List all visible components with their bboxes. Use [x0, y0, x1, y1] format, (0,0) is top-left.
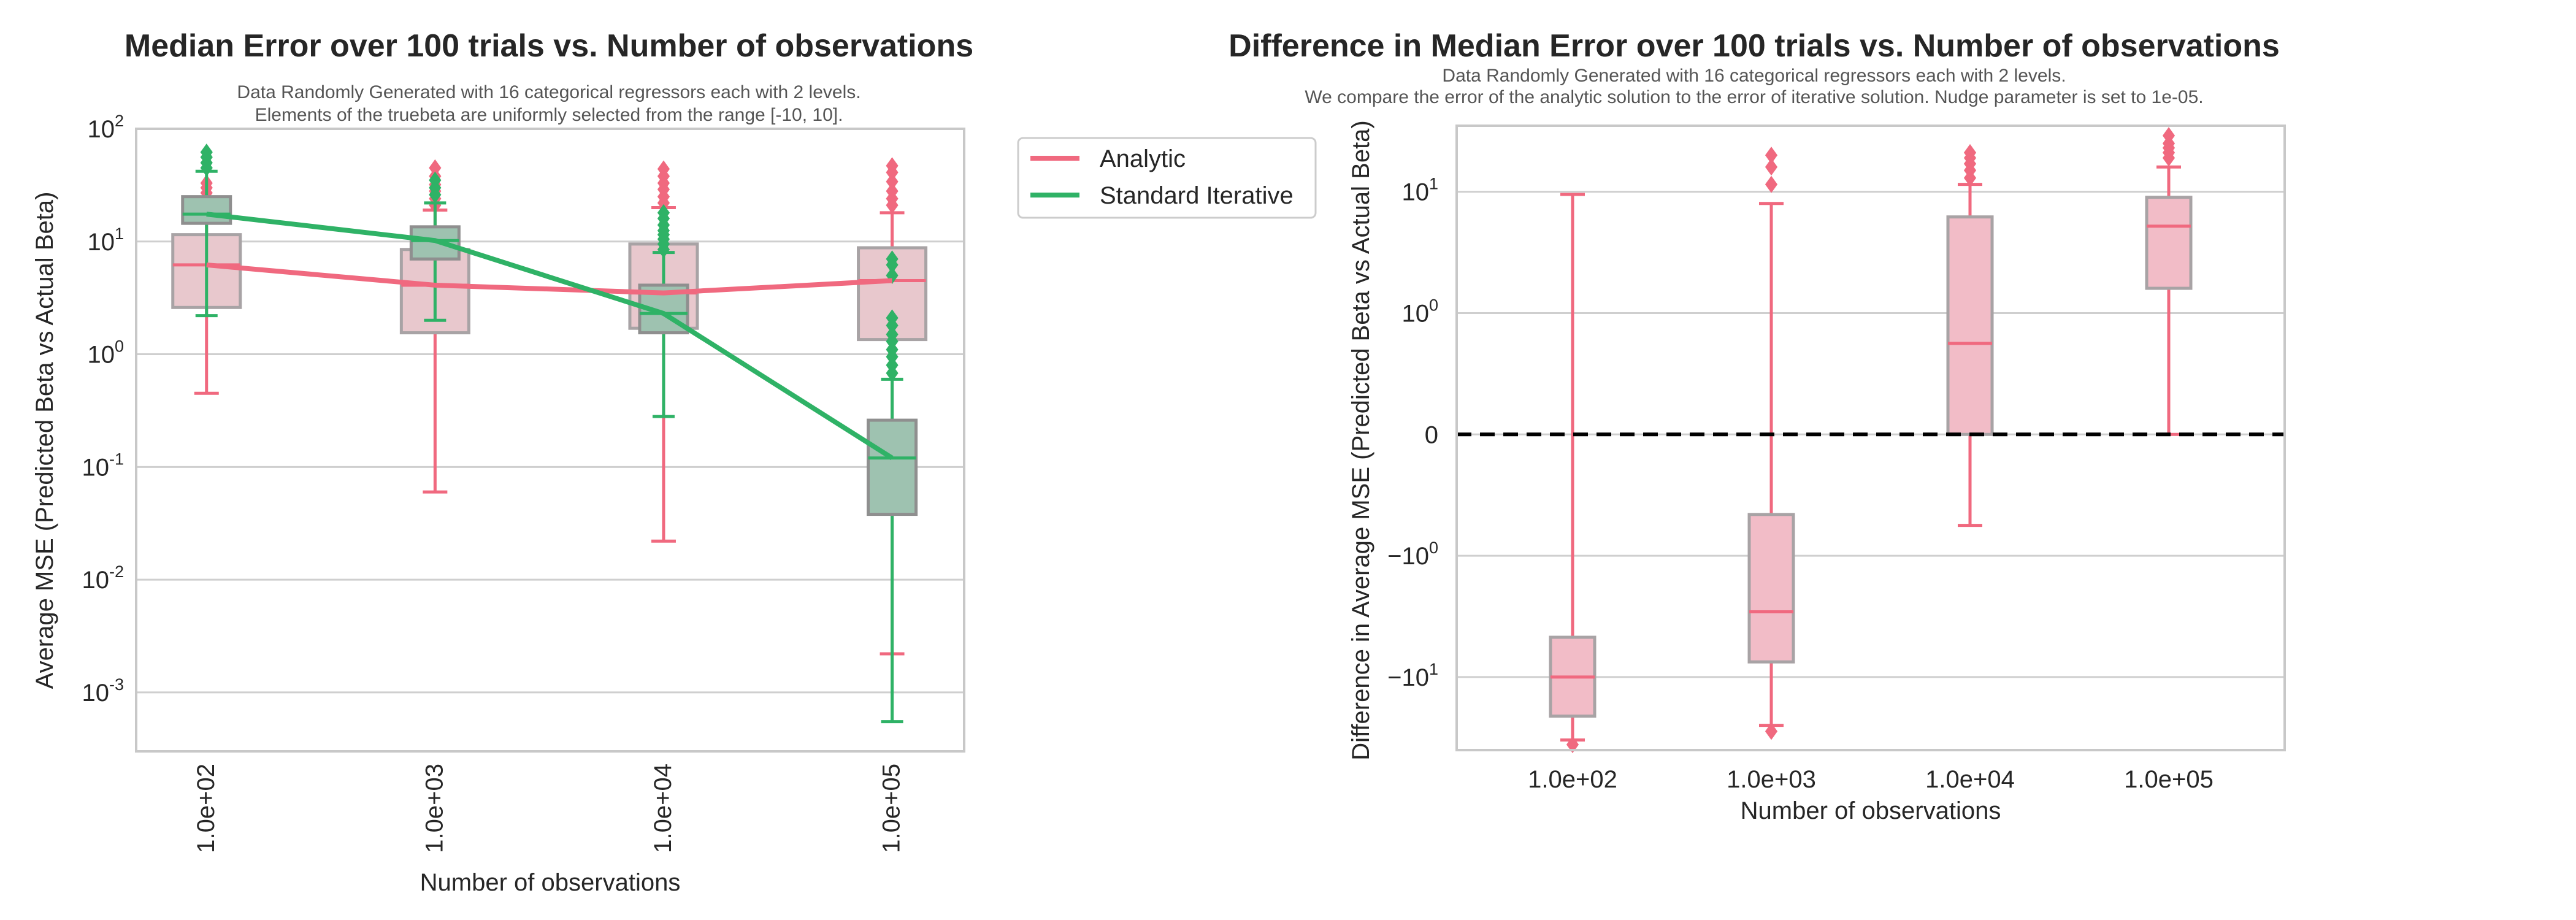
right-x-tick-label: 1.0e+03: [1727, 766, 1816, 793]
left-analytic-median-line: [206, 262, 892, 296]
right-y-tick-label: −100: [1387, 539, 1438, 570]
right-x-tick-label: 1.0e+05: [2124, 766, 2214, 793]
right-x-tick-label: 1.0e+04: [1925, 766, 2015, 793]
right-chart-x-axis-label: Number of observations: [1741, 797, 2001, 824]
left-chart-title: Median Error over 100 trials vs. Number …: [125, 28, 973, 64]
right-analytic-2-outlier: [1765, 175, 1778, 193]
left-iterative-4-outlier: [886, 250, 899, 268]
right-chart-y-axis-label: Difference in Average MSE (Predicted Bet…: [1347, 120, 1374, 761]
left-iterative-1-outlier: [200, 144, 213, 161]
left-iterative-4-outlier: [886, 326, 899, 343]
right-chart-title: Difference in Median Error over 100 tria…: [1229, 28, 2280, 64]
right-analytic-2-box: [1747, 513, 1795, 664]
left-chart-x-ticks: 1.0e+02 1.0e+03 1.0e+04 1.0e+05: [193, 764, 905, 853]
right-y-tick-label: 0: [1425, 421, 1438, 448]
right-analytic-2-outlier: [1765, 147, 1778, 164]
right-analytic-2-outlier: [1765, 723, 1778, 740]
left-y-tick-label: 10-2: [82, 562, 124, 594]
left-chart-x-axis-label: Number of observations: [420, 869, 681, 896]
right-y-tick-label: −101: [1387, 660, 1438, 691]
right-analytic-3-outlier: [1963, 144, 1977, 161]
legend-box: [1017, 137, 1317, 219]
left-iterative-2-outlier: [429, 171, 442, 189]
left-chart-frame: [135, 128, 965, 753]
left-y-tick-label: 101: [87, 224, 124, 256]
right-analytic-4-outlier: [2162, 127, 2175, 145]
left-x-tick-label: 1.0e+02: [193, 764, 220, 853]
left-chart-y-ticks: 10-3 10-2 10-1 100 101 102: [82, 112, 124, 707]
right-y-tick-label: 100: [1401, 296, 1438, 327]
left-chart-subtitle-line-2: Elements of the truebeta are uniformly s…: [255, 105, 843, 125]
left-y-tick-label: 100: [87, 337, 124, 369]
right-chart-x-ticks: 1.0e+02 1.0e+03 1.0e+04 1.0e+05: [1528, 766, 2214, 793]
left-analytic-4-outlier: [886, 173, 899, 191]
left-y-tick-label: 10-3: [82, 675, 124, 707]
right-chart-y-ticks: −101 −100 0 100 101: [1387, 175, 1438, 691]
right-analytic-3-box: [1946, 215, 1994, 436]
right-y-tick-label: 101: [1401, 175, 1438, 206]
right-chart: Difference in Median Error over 100 tria…: [1229, 28, 2286, 824]
left-chart-y-axis-label: Average MSE (Predicted Beta vs Actual Be…: [31, 192, 58, 689]
left-analytic-2-outlier: [429, 159, 442, 177]
left-y-tick-label: 102: [87, 112, 124, 143]
left-x-tick-label: 1.0e+05: [878, 764, 905, 853]
left-analytic-4-outlier: [886, 157, 899, 175]
legend-label-standard-iterative: Standard Iterative: [1100, 182, 1294, 209]
right-analytic-4-box: [2145, 196, 2193, 290]
left-iterative-1-box: [181, 195, 232, 225]
left-chart-subtitle-line-1: Data Randomly Generated with 16 categori…: [237, 82, 861, 102]
right-chart-subtitle-line-1: Data Randomly Generated with 16 categori…: [1442, 66, 2066, 86]
right-chart-subtitle-line-2: We compare the error of the analytic sol…: [1305, 87, 2203, 107]
left-chart: Median Error over 100 trials vs. Number …: [31, 28, 973, 896]
left-analytic-3-outlier: [657, 160, 670, 178]
left-iterative-3-outlier: [657, 204, 670, 221]
legend: Analytic Standard Iterative: [1017, 137, 1317, 219]
right-chart-plot-area: [1457, 127, 2285, 753]
left-chart-plot-area: [171, 144, 928, 724]
left-iterative-median-line: [206, 212, 894, 461]
right-analytic-1-outlier: [1566, 735, 1579, 753]
left-x-tick-label: 1.0e+04: [650, 764, 677, 853]
right-analytic-2-outlier: [1765, 158, 1778, 176]
left-y-tick-label: 10-1: [82, 450, 124, 481]
right-x-tick-label: 1.0e+02: [1528, 766, 1617, 793]
right-chart-frame: [1455, 125, 2286, 751]
left-iterative-4-outlier: [886, 309, 899, 327]
left-x-tick-label: 1.0e+03: [421, 764, 448, 853]
left-analytic-4-outlier: [886, 182, 899, 200]
legend-label-analytic: Analytic: [1100, 145, 1186, 172]
left-iterative-4-box: [867, 418, 918, 516]
